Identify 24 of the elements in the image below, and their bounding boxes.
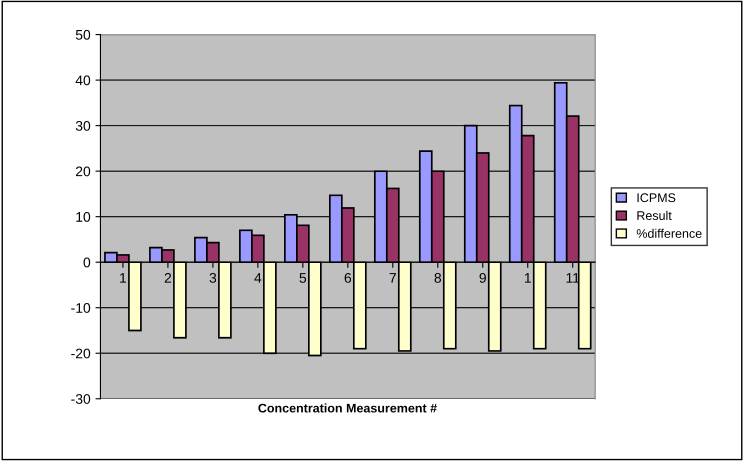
x-tick-label: 11 xyxy=(566,273,580,283)
legend-label: %difference xyxy=(636,228,702,238)
y-tick-label: 30 xyxy=(76,120,90,131)
y-tick-label: 10 xyxy=(76,212,90,222)
x-tick-label: 4 xyxy=(254,273,262,283)
legend-label: Result xyxy=(637,210,672,220)
y-tick-label: 0 xyxy=(84,258,90,268)
x-tick-label: 2 xyxy=(164,272,172,283)
y-tick-label: 20 xyxy=(76,166,90,176)
legend-label: ICPMS xyxy=(638,193,676,202)
x-tick-label: 3 xyxy=(210,272,216,283)
x-tick-label: 9 xyxy=(480,272,486,283)
y-tick-label: 50 xyxy=(76,30,90,40)
x-axis-title: Concentration Measurement # xyxy=(258,403,437,413)
y-tick-label: -20 xyxy=(71,348,90,358)
x-tick-label: 5 xyxy=(300,273,306,283)
x-tick-label: 8 xyxy=(434,272,442,283)
x-tick-label: 1 xyxy=(120,273,126,283)
x-tick-label: 1 xyxy=(524,273,531,283)
y-tick-label: -30 xyxy=(71,394,90,404)
x-tick-label: 7 xyxy=(390,273,396,283)
y-tick-label: -10 xyxy=(71,303,90,313)
x-tick-label: 6 xyxy=(344,272,352,283)
y-tick-label: 40 xyxy=(76,75,90,86)
